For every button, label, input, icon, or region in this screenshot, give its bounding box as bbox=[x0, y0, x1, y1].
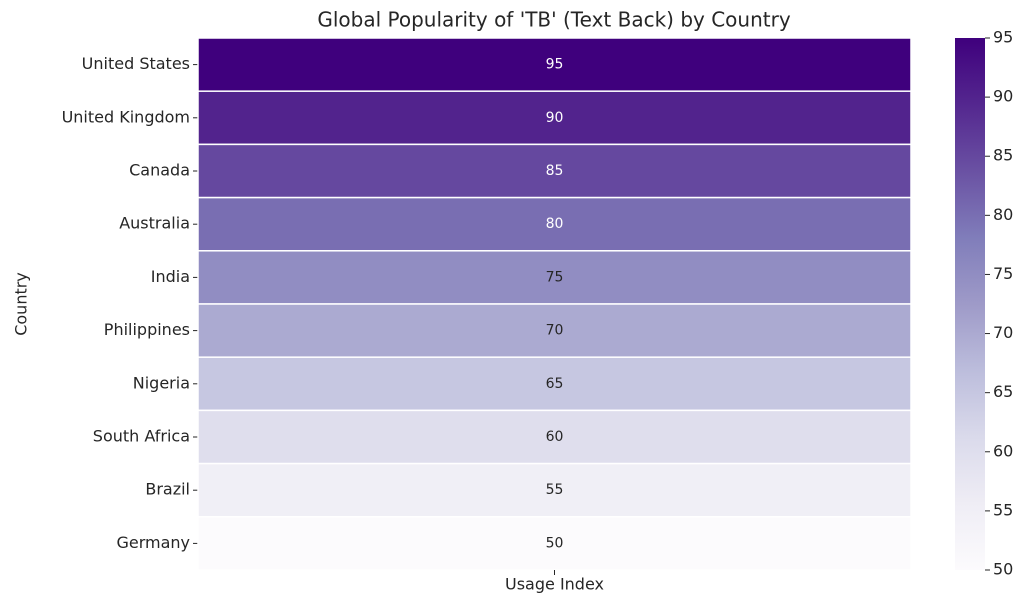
cell bbox=[197, 303, 912, 358]
cell-label: 70 bbox=[546, 323, 564, 339]
cell-label: 55 bbox=[546, 482, 564, 498]
cell-label: 75 bbox=[546, 269, 564, 285]
cell-label: 80 bbox=[546, 216, 564, 232]
y-tick-label: United Kingdom bbox=[62, 107, 190, 126]
y-tick-label: United States bbox=[82, 54, 190, 73]
colorbar-tick-label: 60 bbox=[993, 441, 1013, 460]
y-tick-label: Brazil bbox=[145, 480, 190, 499]
cell bbox=[197, 516, 912, 571]
y-tick-label: India bbox=[151, 267, 190, 286]
cell bbox=[197, 462, 912, 518]
colorbar bbox=[955, 38, 985, 570]
cell bbox=[197, 196, 912, 252]
cell-label: 85 bbox=[546, 163, 564, 179]
cell-label: 50 bbox=[546, 535, 564, 551]
cell bbox=[197, 143, 912, 199]
colorbar-tick-label: 90 bbox=[993, 87, 1013, 106]
colorbar-tick-label: 70 bbox=[993, 323, 1013, 342]
colorbar-tick-label: 80 bbox=[993, 205, 1013, 224]
chart-title: Global Popularity of 'TB' (Text Back) by… bbox=[317, 8, 790, 32]
cell-label: 95 bbox=[546, 57, 564, 73]
cell-label: 65 bbox=[546, 376, 564, 392]
cell bbox=[197, 409, 912, 465]
cell-label: 60 bbox=[546, 429, 564, 445]
colorbar-tick-label: 85 bbox=[993, 146, 1013, 165]
y-tick-label: Philippines bbox=[104, 320, 190, 339]
cell bbox=[197, 90, 912, 146]
y-tick-label: Germany bbox=[116, 533, 190, 552]
y-tick-label: Canada bbox=[129, 161, 190, 180]
y-tick-label: South Africa bbox=[93, 427, 190, 446]
colorbar-tick-label: 65 bbox=[993, 382, 1013, 401]
y-axis-label: Country bbox=[12, 272, 31, 336]
y-tick-label: Nigeria bbox=[133, 373, 190, 392]
cell bbox=[197, 356, 912, 412]
colorbar-tick-label: 55 bbox=[993, 500, 1013, 519]
cell bbox=[197, 250, 912, 305]
colorbar-tick-label: 75 bbox=[993, 264, 1013, 283]
y-tick-label: Australia bbox=[119, 214, 190, 233]
colorbar-tick-label: 50 bbox=[993, 560, 1013, 579]
colorbar-tick-label: 95 bbox=[993, 28, 1013, 47]
cell-label: 90 bbox=[546, 110, 564, 126]
x-tick-label: Usage Index bbox=[505, 575, 604, 594]
